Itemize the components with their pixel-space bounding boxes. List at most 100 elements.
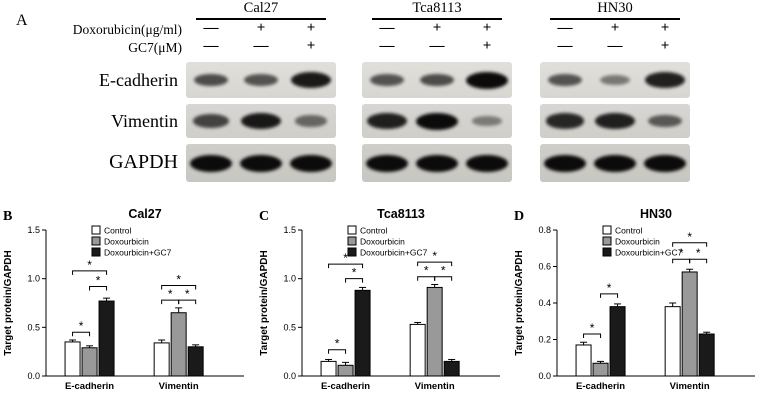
protein-band <box>544 154 586 172</box>
legend-label: Control <box>104 226 132 236</box>
significance-asterisk: * <box>176 272 181 286</box>
x-category-label: Vimentin <box>670 381 710 392</box>
legend-swatch <box>602 247 612 257</box>
y-tick-label: 1.0 <box>283 274 296 284</box>
x-category-label: Vimentin <box>159 381 199 392</box>
panel-a-label: A <box>16 12 28 29</box>
significance-asterisk: * <box>696 246 701 260</box>
protein-band <box>466 71 508 89</box>
sign-row-dox: — + + <box>362 20 512 37</box>
cell-line-name: HN30 <box>550 0 680 20</box>
y-tick-label: 0.0 <box>283 371 296 381</box>
protein-band <box>240 112 282 130</box>
chart-panel-B: B Cal27 Target protein/GAPDH 0.0 0.5 1.0 1.5 E-… <box>0 202 255 406</box>
blot-strip-vimentin <box>186 104 336 138</box>
significance-bracket <box>178 299 197 305</box>
legend-label: Doxourbicin+GC7 <box>615 248 683 258</box>
significance-asterisk: * <box>687 230 692 244</box>
protein-band <box>416 154 458 172</box>
gc7-row-label: GC7(μM) <box>128 40 182 55</box>
protein-label-vimentin: Vimentin <box>111 111 178 131</box>
protein-band <box>466 154 508 172</box>
chart-title: Tca8113 <box>377 207 425 221</box>
blot-strip-e-cadherin <box>540 62 690 98</box>
chart-svg: D HN30 Target protein/GAPDH 0.0 0.2 0.4 0.6 0.8… <box>514 207 755 392</box>
y-tick-label: 0.5 <box>283 322 296 332</box>
protein-band <box>370 73 404 87</box>
lane-sign: + <box>660 38 670 54</box>
bar-e-cadherin-doxourbicin+gc7 <box>354 289 371 377</box>
bar-e-cadherin-control <box>320 360 337 377</box>
bar-vimentin-doxourbicin <box>426 286 443 377</box>
protein-band <box>594 154 636 172</box>
cell-line-group-Cal27: Cal27— + + — — + <box>186 0 336 196</box>
x-category-label: E-cadherin <box>576 381 625 392</box>
significance-bracket <box>344 278 363 283</box>
blot-strip-e-cadherin <box>186 62 336 98</box>
bar-vimentin-control <box>664 306 681 377</box>
lane-sign: + <box>256 20 266 36</box>
blot-strip-vimentin <box>362 104 512 138</box>
lane-sign: — <box>379 38 395 54</box>
significance-asterisk: * <box>87 258 92 272</box>
bar-e-cadherin-doxourbicin+gc7 <box>98 300 115 377</box>
y-tick-label: 0.4 <box>538 298 551 308</box>
legend-label: Doxourbicin+GC7 <box>360 248 428 258</box>
panel-letter: B <box>3 209 12 224</box>
western-blot-panel: A Doxorubicin(μg/ml) GC7(μM) E-cadherin … <box>0 0 766 200</box>
sign-row-dox: — + + <box>540 20 690 37</box>
y-tick-label: 1.0 <box>27 274 40 284</box>
lane-sign: + <box>432 20 442 36</box>
protein-band <box>644 154 686 172</box>
charts-row: B Cal27 Target protein/GAPDH 0.0 0.5 1.0 1.5 E-… <box>0 202 766 406</box>
significance-asterisk: * <box>440 264 445 278</box>
significance-asterisk: * <box>185 287 190 301</box>
y-axis-label: Target protein/GAPDH <box>3 250 14 355</box>
lane-sign: + <box>660 20 670 36</box>
lane-sign: + <box>306 20 316 36</box>
bar-e-cadherin-doxourbicin <box>81 347 98 377</box>
blot-groups: Cal27— + + — — + Tca8113— + + — — + HN30— + + — — + <box>0 0 766 200</box>
significance-bracket <box>89 285 108 291</box>
lane-sign: + <box>482 20 492 36</box>
y-tick-label: 1.5 <box>27 225 40 235</box>
protein-band <box>193 114 229 128</box>
bar-vimentin-doxourbicin+gc7 <box>187 346 204 377</box>
chart-panel-D: D HN30 Target protein/GAPDH 0.0 0.2 0.4 0.6 0.8… <box>511 202 766 406</box>
cell-line-name: Tca8113 <box>372 0 502 20</box>
chart-svg: C Tca8113 Target protein/GAPDH 0.0 0.5 1.0 1.5… <box>259 207 500 392</box>
lane-sign: — <box>557 20 573 36</box>
significance-asterisk: * <box>590 321 595 335</box>
bar-vimentin-doxourbicin <box>170 312 187 377</box>
blot-strip-gapdh <box>362 144 512 182</box>
significance-asterisk: * <box>168 287 173 301</box>
lane-sign: — <box>557 38 573 54</box>
significance-bracket <box>689 258 708 264</box>
legend-swatch <box>347 236 356 246</box>
protein-band <box>595 113 635 129</box>
lane-sign: — <box>429 38 445 54</box>
legend-swatch <box>91 236 101 246</box>
bar-e-cadherin-control <box>575 344 592 377</box>
cell-line-group-HN30: HN30— + + — — + <box>540 0 690 196</box>
x-category-label: E-cadherin <box>65 381 114 392</box>
lane-sign: + <box>482 38 492 54</box>
cell-line-group-Tca8113: Tca8113— + + — — + <box>362 0 512 196</box>
significance-asterisk: * <box>607 281 612 295</box>
y-tick-label: 0.0 <box>27 371 40 381</box>
blot-strip-gapdh <box>186 144 336 182</box>
protein-band <box>472 116 502 126</box>
bar-vimentin-control <box>409 323 426 377</box>
lane-sign: — <box>607 38 623 54</box>
chart-title: Cal27 <box>128 207 161 221</box>
protein-band <box>367 113 407 129</box>
protein-band <box>290 71 332 89</box>
significance-asterisk: * <box>334 337 339 351</box>
protein-band <box>290 154 332 172</box>
lane-sign: — <box>379 20 395 36</box>
legend-swatch <box>347 247 356 257</box>
significance-asterisk: * <box>343 251 348 265</box>
lane-sign: + <box>306 38 316 54</box>
legend-label: Control <box>360 226 388 236</box>
